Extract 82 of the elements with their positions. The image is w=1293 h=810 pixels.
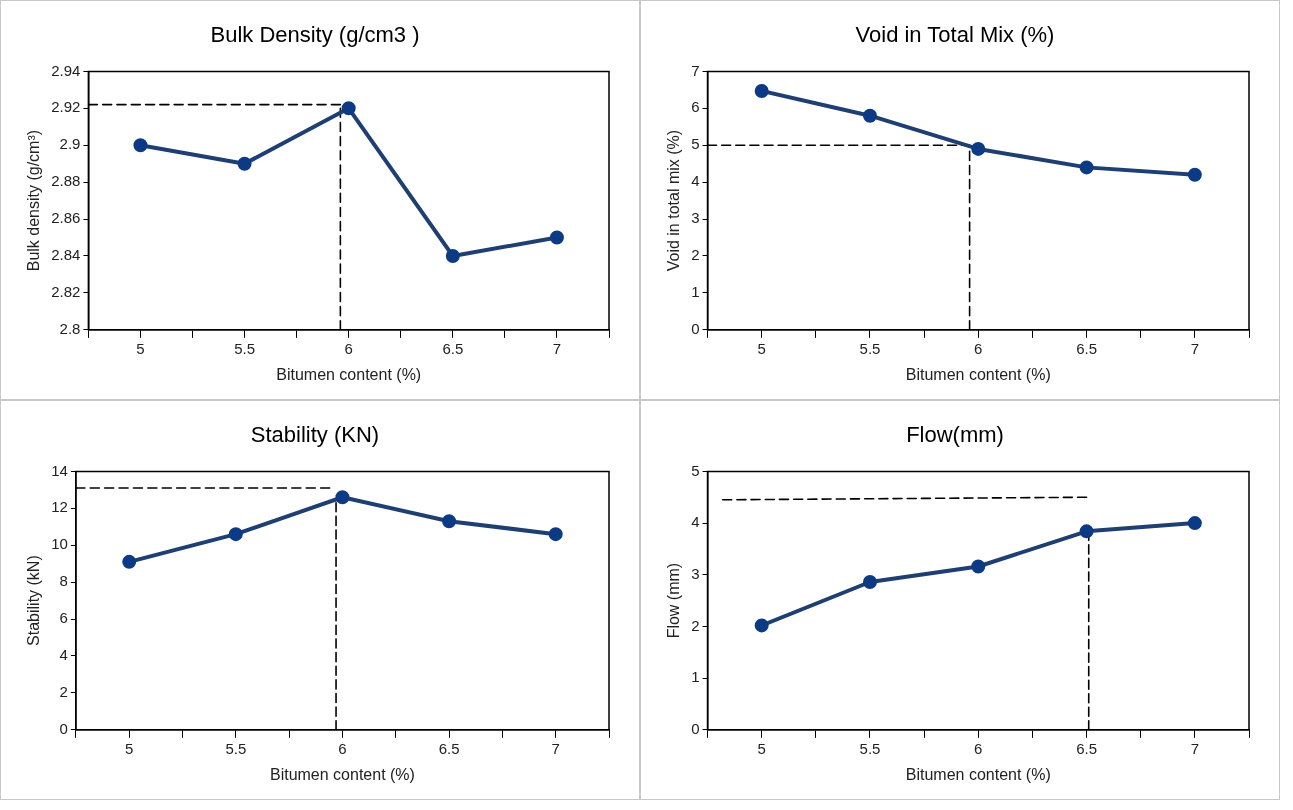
x-tick-label: 7: [1190, 339, 1200, 357]
x-tick-label: 6.5: [442, 339, 464, 357]
x-tick-label: 6: [344, 339, 353, 357]
y-tick-label: 5: [691, 135, 700, 153]
x-tick-label: 6.5: [1076, 739, 1097, 757]
point: [862, 575, 877, 589]
x-tick-label: 5.5: [859, 339, 881, 357]
y-tick-label: 6: [691, 98, 700, 116]
x-tick-label: 5.5: [234, 339, 256, 357]
point: [133, 138, 148, 153]
point: [1187, 516, 1202, 531]
chart-title: Bulk Density (g/cm3 ): [210, 22, 420, 48]
y-axis-title: Flow (mm): [665, 562, 683, 639]
point: [335, 490, 350, 505]
point: [341, 101, 356, 116]
y-tick-label: 14: [51, 461, 68, 479]
y-tick-label: 4: [691, 172, 700, 190]
point: [122, 554, 137, 569]
y-tick-label: 3: [691, 209, 700, 227]
x-axis-title: Bitumen content (%): [905, 765, 1051, 783]
x-tick-label: 6.5: [1076, 339, 1097, 357]
y-tick-label: 2.82: [51, 283, 81, 301]
point: [548, 527, 563, 542]
x-axis-title: Bitumen content (%): [269, 765, 415, 783]
y-tick-label: 2.8: [59, 319, 81, 337]
chart-title: Flow(mm): [906, 422, 1004, 448]
y-tick-label: 2: [59, 683, 68, 701]
x-tick-label: 5.5: [225, 739, 247, 757]
y-tick-label: 1: [691, 283, 700, 301]
point: [754, 618, 769, 633]
x-tick-label: 5: [125, 739, 134, 757]
y-axis-title: Void in total mix (%): [665, 129, 683, 272]
chart-title: Void in Total Mix (%): [855, 22, 1055, 48]
point: [237, 156, 252, 171]
y-tick-label: 5: [691, 461, 700, 479]
x-tick-label: 6.5: [438, 739, 460, 757]
point: [971, 559, 986, 574]
y-tick-label: 1: [691, 668, 700, 686]
y-tick-label: 2.86: [51, 209, 81, 227]
x-tick-label: 7: [552, 339, 562, 357]
x-tick-label: 6: [338, 739, 347, 757]
y-tick-label: 2.9: [59, 135, 81, 153]
point: [228, 527, 243, 542]
y-tick-label: 2.92: [51, 98, 81, 116]
point: [754, 83, 769, 98]
x-axis-title: Bitumen content (%): [905, 365, 1051, 383]
y-tick-label: 8: [59, 572, 68, 590]
y-tick-label: 0: [691, 319, 700, 337]
point: [1079, 524, 1094, 539]
point: [445, 248, 460, 263]
y-tick-label: 12: [51, 498, 68, 516]
x-tick-label: 6: [974, 739, 983, 757]
y-tick-label: 2.84: [51, 246, 81, 264]
y-tick-label: 10: [51, 535, 68, 553]
y-tick-label: 7: [691, 61, 700, 79]
point: [549, 230, 564, 245]
x-tick-label: 7: [551, 739, 560, 757]
point: [862, 108, 877, 123]
x-tick-label: 5: [136, 339, 145, 357]
y-tick-label: 6: [59, 609, 68, 627]
x-tick-label: 5: [757, 339, 766, 357]
y-tick-label: 2.88: [51, 172, 81, 190]
y-tick-label: 2: [691, 616, 700, 634]
x-tick-label: 5.5: [859, 739, 881, 757]
y-tick-label: 4: [691, 513, 700, 531]
point: [1187, 167, 1202, 182]
point: [971, 141, 986, 156]
chart-title: Stability (KN): [250, 422, 380, 448]
point: [1079, 160, 1094, 175]
y-tick-label: 3: [691, 564, 700, 582]
point: [442, 514, 457, 529]
x-tick-label: 5: [757, 739, 766, 757]
x-tick-label: 7: [1190, 739, 1200, 757]
x-axis-title: Bitumen content (%): [276, 365, 422, 383]
y-tick-label: 4: [59, 646, 68, 664]
y-tick-label: 0: [691, 719, 700, 737]
y-axis-title: Stability (kN): [25, 555, 43, 646]
y-tick-label: 2.94: [51, 61, 81, 79]
y-tick-label: 2: [691, 246, 700, 264]
y-tick-label: 0: [59, 719, 68, 737]
y-axis-title: Bulk density (g/cm³): [25, 129, 43, 272]
x-tick-label: 6: [974, 339, 983, 357]
